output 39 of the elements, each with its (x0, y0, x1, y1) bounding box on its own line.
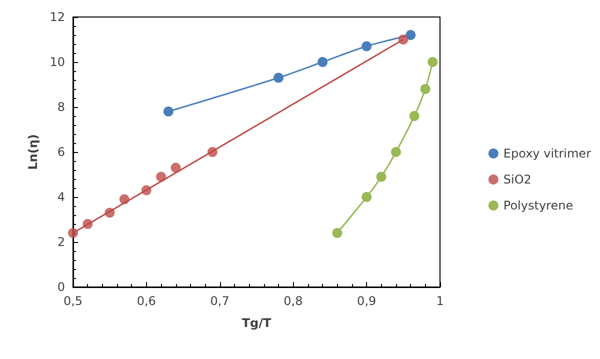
point (398, 34, 408, 44)
point (376, 172, 386, 182)
point (362, 41, 372, 52)
legend-label: Polystyrene (503, 198, 574, 212)
legend-label: Epoxy vitrimer (503, 146, 592, 160)
y-tick-label: 4 (57, 190, 65, 204)
y-tick-label: 2 (57, 235, 65, 249)
point (156, 172, 166, 182)
point (409, 111, 420, 121)
point (170, 162, 181, 173)
legend-label: SiO2 (503, 172, 532, 186)
x-tick-label: 0,6 (136, 294, 156, 308)
point (68, 228, 78, 238)
y-tick-label: 10 (50, 55, 65, 69)
x-tick-label: 0,8 (284, 294, 303, 308)
y-axis-title: Ln(η) (26, 134, 40, 170)
x-tick-label: 1 (436, 294, 444, 308)
point (141, 185, 152, 196)
point (420, 84, 430, 94)
point (406, 30, 416, 40)
point (390, 147, 401, 157)
x-tick-label: 0,9 (357, 294, 376, 308)
point (82, 219, 93, 229)
point (104, 208, 115, 218)
x-tick-label: 0,5 (63, 294, 83, 308)
y-tick-label: 8 (57, 100, 65, 114)
y-tick-label: 6 (57, 145, 65, 159)
y-tick-label: 0 (57, 280, 65, 294)
point (428, 57, 438, 67)
x-tick-label: 0,7 (210, 294, 230, 308)
point (163, 106, 174, 116)
point (332, 228, 342, 238)
point (207, 147, 218, 157)
point (274, 72, 284, 83)
point (318, 57, 328, 67)
point (362, 192, 372, 202)
y-tick-label: 12 (50, 10, 65, 24)
point (119, 194, 130, 204)
x-axis-title: Tg/T (242, 316, 272, 330)
